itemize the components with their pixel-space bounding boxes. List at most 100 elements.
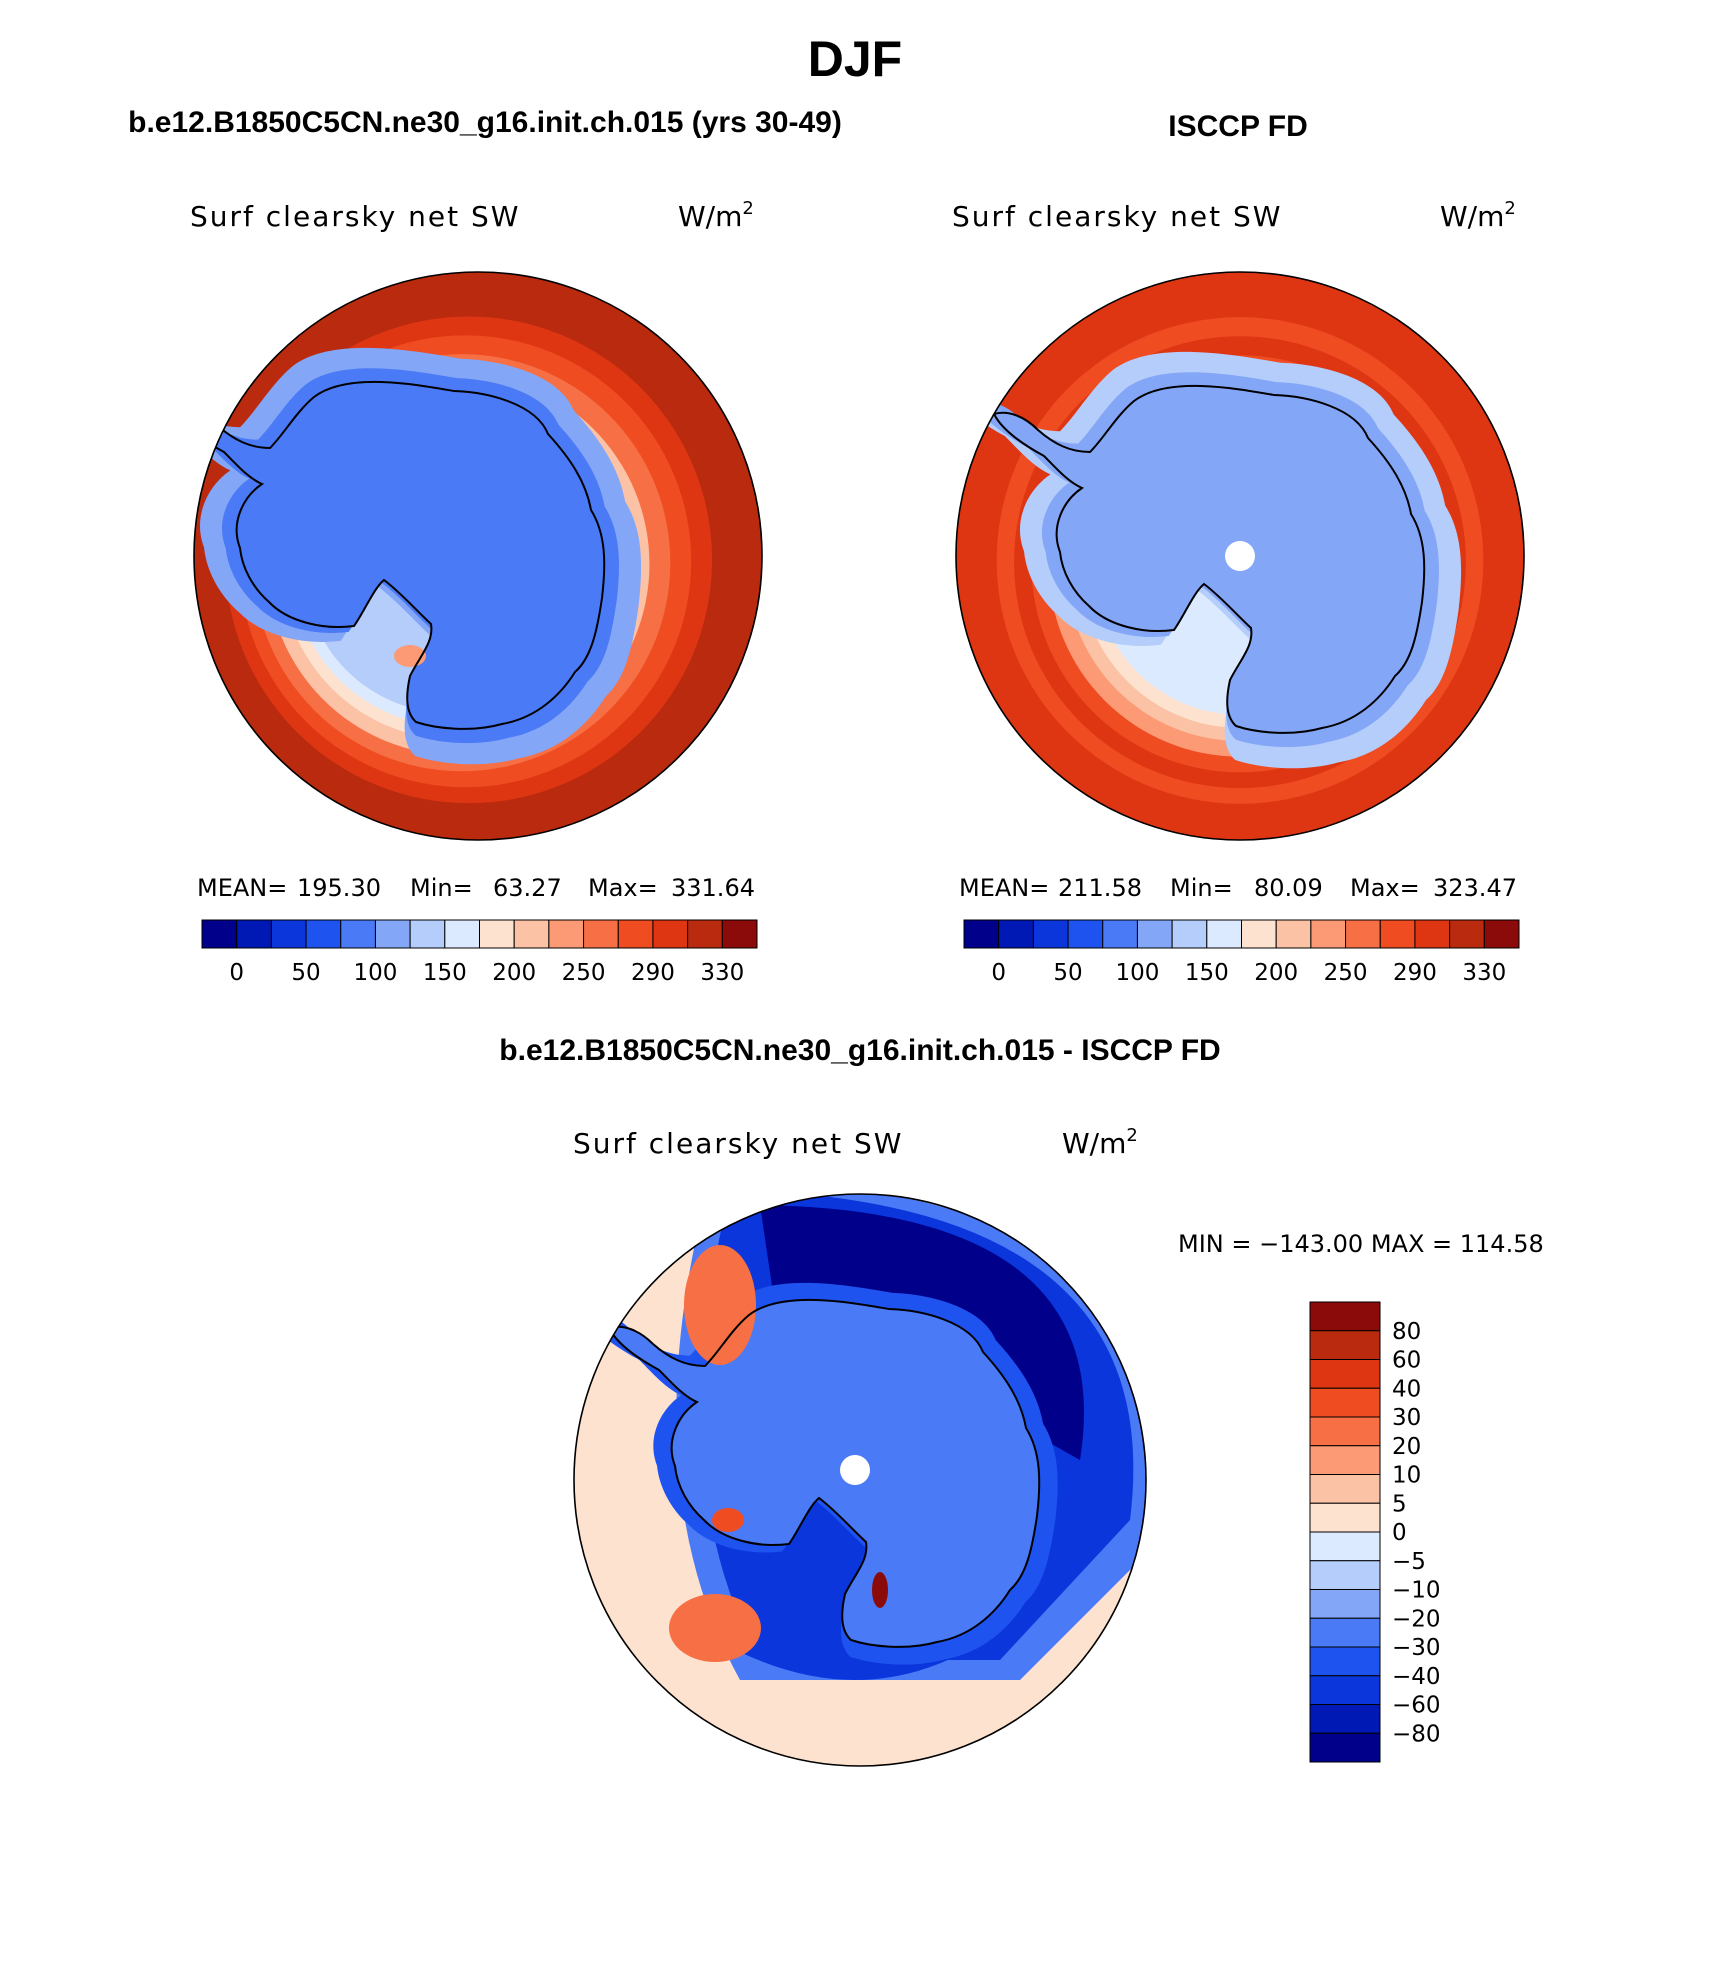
colorbar-tick-label: 40	[1392, 1376, 1421, 1402]
colorbar-tick-label: 5	[1392, 1491, 1407, 1517]
colorbar-tick-label: 50	[1053, 960, 1082, 986]
colorbar: 0 50 100 150 200 250 290 330	[963, 919, 1520, 986]
positive-patch	[669, 1594, 761, 1662]
map-border	[573, 1193, 1147, 1767]
field-label: Surf clearsky net SW	[190, 200, 520, 233]
colorbar-swatch	[1449, 919, 1485, 949]
colorbar-swatch	[652, 919, 689, 949]
polar-map	[955, 271, 1525, 841]
colorbar-swatch	[1483, 919, 1520, 949]
colorbar-tick-label: 290	[1393, 960, 1437, 986]
colorbar-swatch	[1309, 1474, 1381, 1504]
colorbar-swatch	[1206, 919, 1242, 949]
colorbar-tick-label: −40	[1392, 1664, 1441, 1690]
positive-patch	[712, 1508, 744, 1532]
colorbar-swatch	[1309, 1732, 1381, 1763]
pole-missing-data	[840, 1455, 870, 1485]
colorbar-swatch	[1309, 1301, 1381, 1332]
colorbar-tick-label: 20	[1392, 1434, 1421, 1460]
colorbar-swatch	[479, 919, 515, 949]
colorbar-tick-label: 250	[562, 960, 606, 986]
colorbar-swatch	[1102, 919, 1138, 949]
colorbar-tick-label: 0	[1392, 1520, 1407, 1546]
max-label: Max=	[588, 874, 658, 902]
min-value: 63.27	[493, 874, 562, 902]
colorbar-tick-label: 0	[229, 960, 244, 986]
colorbar: 0 50 100 150 200 250 290 330	[201, 919, 758, 986]
mean-value: 211.58	[1058, 874, 1142, 902]
panel-title: b.e12.B1850C5CN.ne30_g16.init.ch.015 (yr…	[128, 106, 842, 139]
panel-model: b.e12.B1850C5CN.ne30_g16.init.ch.015 (yr…	[128, 106, 842, 986]
colorbar-swatch	[236, 919, 272, 949]
colorbar-swatch	[1309, 1531, 1381, 1562]
colorbar-tick-label: −30	[1392, 1635, 1441, 1661]
colorbar-swatch	[1309, 1560, 1381, 1590]
colorbar-swatch	[1275, 919, 1312, 949]
colorbar-swatch	[1379, 919, 1416, 949]
colorbar-swatch	[583, 919, 619, 949]
positive-patch	[872, 1572, 888, 1608]
colorbar-swatch	[1309, 1675, 1381, 1705]
colorbar-swatch	[1067, 919, 1104, 949]
colorbar-swatch	[1309, 1416, 1381, 1447]
field-label: Surf clearsky net SW	[573, 1127, 903, 1160]
colorbar-swatch	[374, 919, 411, 949]
stats-line: MEAN= 211.58 Min= 80.09 Max= 323.47	[959, 874, 1517, 902]
colorbar-tick-label: 200	[492, 960, 536, 986]
polar-map	[193, 271, 763, 841]
colorbar-tick-label: 60	[1392, 1348, 1421, 1374]
colorbar-swatch	[1309, 1646, 1381, 1677]
colorbar-tick-label: −60	[1392, 1693, 1441, 1719]
colorbar-tick-label: 250	[1324, 960, 1368, 986]
colorbar-swatch	[1309, 1330, 1381, 1360]
colorbar-swatch	[305, 919, 342, 949]
max-value: 323.47	[1433, 874, 1517, 902]
colorbar-swatch	[1309, 1704, 1381, 1734]
colorbar-tick-label: 10	[1392, 1463, 1421, 1489]
colorbar-swatch	[1032, 919, 1069, 949]
colorbar-swatch	[340, 919, 376, 949]
panel-difference: b.e12.B1850C5CN.ne30_g16.init.ch.015 - I…	[499, 1034, 1544, 1767]
colorbar-swatch	[1414, 919, 1451, 949]
colorbar-tick-label: 30	[1392, 1405, 1421, 1431]
colorbar-tick-label: 80	[1392, 1319, 1421, 1345]
colorbar-tick-label: 330	[1462, 960, 1506, 986]
colorbar-tick-label: 290	[631, 960, 675, 986]
page-title: DJF	[808, 31, 902, 87]
colorbar-swatch	[513, 919, 550, 949]
min-label: Min=	[410, 874, 473, 902]
pole-missing-data	[1225, 541, 1255, 571]
colorbar-tick-label: 50	[291, 960, 320, 986]
colorbar-swatch	[1309, 1359, 1381, 1389]
field-label: Surf clearsky net SW	[952, 200, 1282, 233]
colorbar-swatch	[1136, 919, 1173, 949]
colorbar-tick-label: 150	[1185, 960, 1229, 986]
colorbar-swatch	[1309, 1445, 1381, 1475]
colorbar-tick-label: 150	[423, 960, 467, 986]
colorbar-swatch	[444, 919, 480, 949]
colorbar-tick-label: 330	[700, 960, 744, 986]
colorbar-swatch	[409, 919, 446, 949]
map-field	[956, 272, 1524, 840]
colorbar-tick-label: −20	[1392, 1606, 1441, 1632]
units-label: W/m2	[1062, 1125, 1138, 1160]
map-field	[574, 1194, 1146, 1766]
colorbar-swatch	[1309, 1617, 1381, 1648]
map-border	[193, 271, 763, 841]
colorbar-swatch	[1345, 919, 1381, 949]
mean-label: MEAN=	[197, 874, 287, 902]
panel-title: ISCCP FD	[1168, 110, 1307, 143]
colorbar-swatch	[617, 919, 654, 949]
polar-map	[573, 1193, 1147, 1767]
colorbar-tick-label: −5	[1392, 1549, 1426, 1575]
colorbar-swatch	[201, 919, 238, 949]
colorbar-swatch	[721, 919, 758, 949]
min-value: 80.09	[1254, 874, 1323, 902]
colorbar-swatch	[998, 919, 1034, 949]
min-max-label: MIN = −143.00 MAX = 114.58	[1178, 1230, 1544, 1258]
panel-observation: ISCCP FD Surf clearsky net SW W/m2 MEAN=…	[952, 110, 1525, 986]
colorbar-swatch	[270, 919, 307, 949]
colorbar-tick-label: 200	[1254, 960, 1298, 986]
mean-value: 195.30	[297, 874, 381, 902]
